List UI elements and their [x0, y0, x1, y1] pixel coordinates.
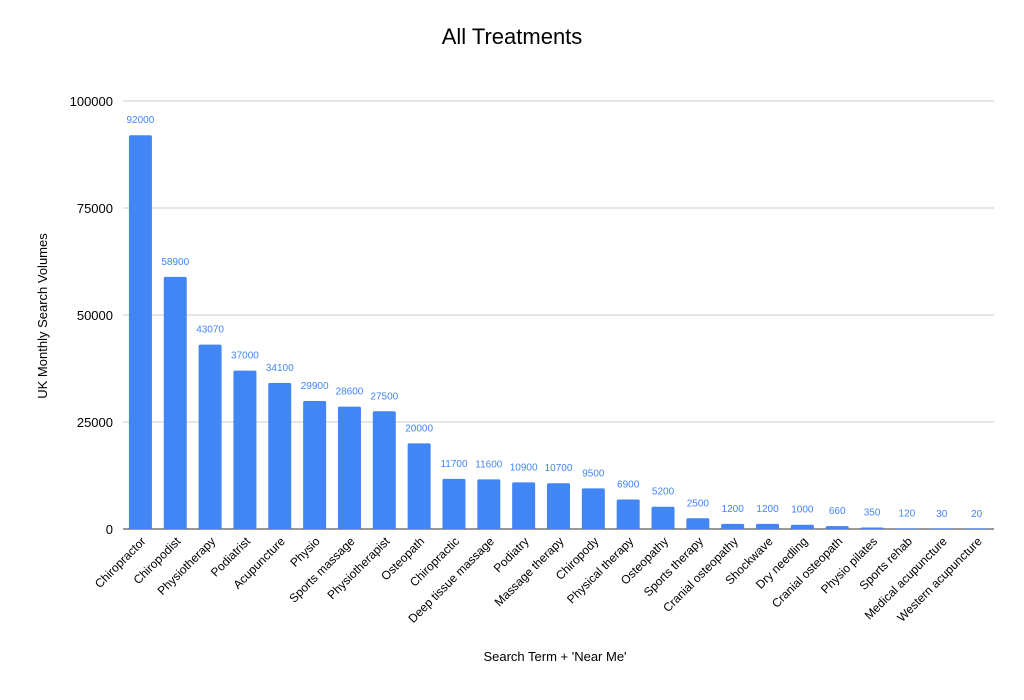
- bar: [895, 528, 919, 529]
- bar: [163, 276, 187, 529]
- bar: [790, 524, 814, 529]
- data-label: 1200: [756, 504, 779, 515]
- bar: [756, 523, 780, 529]
- y-tick-label: 0: [106, 522, 113, 537]
- bar: [825, 526, 849, 529]
- y-axis-label: UK Monthly Search Volumes: [35, 233, 50, 399]
- data-label: 43070: [196, 325, 224, 336]
- bar: [407, 443, 431, 529]
- y-tick-label: 75000: [77, 201, 113, 216]
- data-labels: 92000 58900 43070 37000 34100 29900 28600 27500…: [127, 115, 983, 520]
- bar: [442, 478, 466, 529]
- data-label: 120: [899, 508, 916, 519]
- data-label: 27500: [370, 391, 398, 402]
- data-label: 10900: [510, 462, 538, 473]
- bar: [512, 482, 536, 529]
- data-label: 350: [864, 508, 881, 519]
- bar: [581, 488, 605, 529]
- data-label: 2500: [687, 498, 710, 509]
- y-tick-label: 50000: [77, 308, 113, 323]
- data-label: 20: [971, 509, 983, 520]
- data-label: 58900: [161, 257, 189, 268]
- bar: [930, 528, 954, 529]
- bar: [477, 479, 501, 529]
- bar: [616, 499, 640, 529]
- y-tick-label: 100000: [70, 94, 113, 109]
- bar: [860, 527, 884, 529]
- y-axis-ticks: 0 25000 50000 75000 100000: [70, 94, 113, 537]
- data-label: 29900: [301, 381, 329, 392]
- data-label: 5200: [652, 487, 675, 498]
- bar: [198, 344, 222, 529]
- bar: [965, 528, 989, 529]
- bar: [337, 406, 361, 529]
- data-label: 6900: [617, 479, 640, 490]
- data-label: 11600: [475, 459, 503, 470]
- data-label: 660: [829, 506, 846, 517]
- data-label: 30: [936, 509, 948, 520]
- data-label: 20000: [405, 423, 433, 434]
- chart-title: All Treatments: [442, 24, 583, 49]
- bar: [547, 483, 570, 529]
- x-axis-label: Search Term + 'Near Me': [483, 649, 626, 664]
- bars: [128, 135, 989, 530]
- x-axis-ticks: ChiropractorChiropodistPhysiotherapyPodi…: [92, 534, 985, 626]
- bar: [686, 518, 710, 529]
- bar: [268, 383, 292, 529]
- data-label: 28600: [336, 387, 364, 398]
- data-label: 10700: [545, 463, 573, 474]
- data-label: 34100: [266, 363, 294, 374]
- data-label: 11700: [440, 459, 468, 470]
- data-label: 1000: [791, 505, 814, 516]
- bar: [128, 135, 152, 530]
- bar: [721, 523, 745, 529]
- bar: [651, 506, 675, 529]
- data-label: 1200: [722, 504, 745, 515]
- bar: [372, 411, 396, 529]
- data-label: 9500: [582, 468, 605, 479]
- bar: [303, 401, 327, 529]
- gridlines: [123, 100, 994, 530]
- bar: [233, 370, 257, 529]
- y-tick-label: 25000: [77, 415, 113, 430]
- data-label: 37000: [231, 351, 259, 362]
- data-label: 92000: [127, 115, 155, 126]
